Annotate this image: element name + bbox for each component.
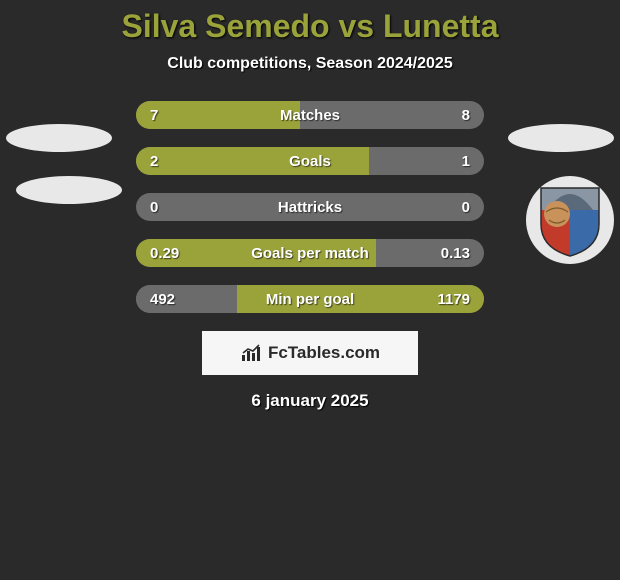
stat-value-right: 1179: [437, 291, 470, 308]
stat-row: 0 Hattricks 0: [136, 193, 484, 221]
stat-value-right: 8: [462, 107, 470, 124]
subtitle: Club competitions, Season 2024/2025: [0, 55, 620, 73]
club-shield-icon: [537, 182, 603, 258]
stat-value-left: 7: [150, 107, 158, 124]
stat-row: 7 Matches 8: [136, 101, 484, 129]
stat-row: 492 Min per goal 1179: [136, 285, 484, 313]
branding-box: FcTables.com: [202, 331, 418, 375]
stats-table: 7 Matches 8 2 Goals 1 0 Hattricks 0 0.29 Goals per…: [136, 101, 484, 313]
stat-label: Goals per match: [251, 245, 369, 262]
player2-club-badge: [526, 176, 614, 264]
stat-value-left: 2: [150, 153, 158, 170]
stat-value-right: 0.13: [441, 245, 470, 262]
stat-label: Goals: [289, 153, 331, 170]
player1-avatar-top: [6, 124, 112, 152]
stat-value-left: 492: [150, 291, 175, 308]
stat-bar-left: [136, 101, 300, 129]
player2-avatar-top: [508, 124, 614, 152]
player2-name: Lunetta: [383, 8, 499, 44]
branding-text: FcTables.com: [268, 343, 380, 363]
stat-label: Hattricks: [278, 199, 342, 216]
stat-value-right: 0: [462, 199, 470, 216]
stat-row: 2 Goals 1: [136, 147, 484, 175]
player1-name: Silva Semedo: [121, 8, 329, 44]
stat-value-left: 0: [150, 199, 158, 216]
stat-bar-left: [136, 147, 369, 175]
branding-chart-icon: [240, 343, 262, 363]
stat-value-left: 0.29: [150, 245, 179, 262]
vs-text: vs: [338, 8, 382, 44]
player1-avatar-bottom: [16, 176, 122, 204]
stat-label: Min per goal: [266, 291, 354, 308]
stat-label: Matches: [280, 107, 340, 124]
stat-value-right: 1: [462, 153, 470, 170]
stat-row: 0.29 Goals per match 0.13: [136, 239, 484, 267]
page-title: Silva Semedo vs Lunetta: [0, 8, 620, 45]
date-text: 6 january 2025: [0, 391, 620, 411]
